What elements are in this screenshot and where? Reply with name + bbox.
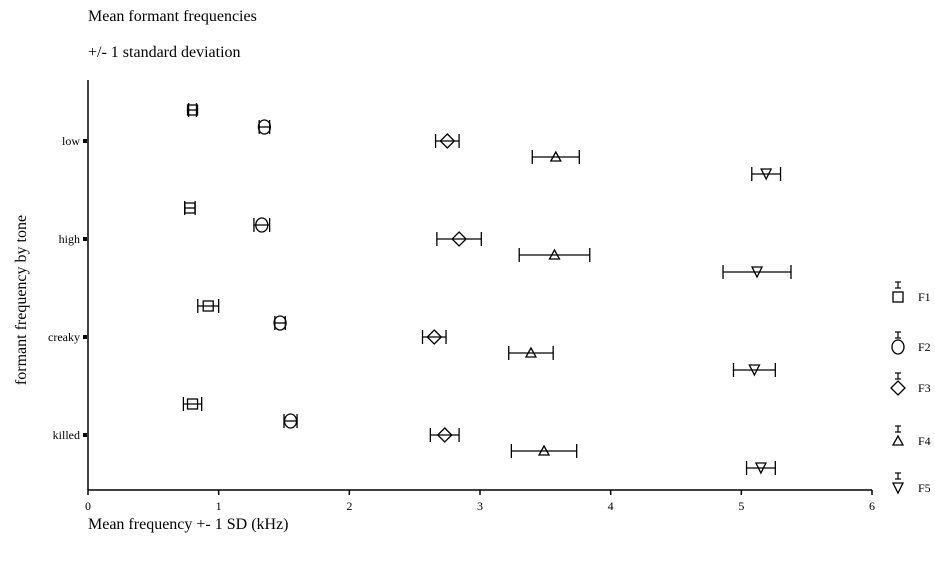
point-F5-killed bbox=[754, 462, 767, 475]
y-tick-label-low: low bbox=[62, 134, 80, 148]
point-F4-creaky bbox=[524, 346, 538, 358]
point-F1-high bbox=[184, 202, 196, 214]
point-F5-high bbox=[750, 266, 764, 279]
y-tick-mark bbox=[83, 335, 87, 339]
x-tick-label: 5 bbox=[738, 499, 744, 513]
y-tick-label-high: high bbox=[59, 232, 80, 246]
point-F5-creaky bbox=[748, 364, 761, 377]
y-tick-mark bbox=[83, 237, 87, 241]
chart-title: Mean formant frequencies bbox=[88, 8, 257, 25]
legend-marker-F4 bbox=[891, 434, 905, 446]
point-F1-creaky bbox=[202, 300, 214, 312]
point-F2-creaky bbox=[273, 315, 287, 331]
legend-label-F2: F2 bbox=[918, 340, 931, 354]
legend-label-F4: F4 bbox=[918, 434, 931, 448]
y-tick-mark bbox=[83, 433, 87, 437]
point-F2-low bbox=[257, 119, 272, 135]
legend-label-F1: F1 bbox=[918, 290, 931, 304]
point-F4-high bbox=[548, 248, 561, 260]
y-tick-label-killed: killed bbox=[53, 428, 80, 442]
legend-marker-F1 bbox=[892, 291, 904, 303]
legend-marker-F5 bbox=[891, 482, 905, 495]
point-F4-killed bbox=[537, 444, 551, 456]
x-tick-label: 0 bbox=[85, 499, 91, 513]
x-tick-label: 1 bbox=[216, 499, 222, 513]
point-F1-killed bbox=[186, 398, 199, 410]
x-tick-label: 4 bbox=[608, 499, 614, 513]
y-tick-mark bbox=[83, 139, 87, 143]
x-axis-label: Mean frequency +- 1 SD (kHz) bbox=[88, 516, 289, 533]
point-F3-killed bbox=[436, 427, 453, 443]
point-F3-creaky bbox=[426, 329, 443, 345]
point-F1-low bbox=[186, 104, 199, 116]
legend-label-F5: F5 bbox=[918, 481, 931, 495]
x-tick-label: 6 bbox=[869, 499, 875, 513]
point-F4-low bbox=[549, 150, 562, 162]
point-F2-high bbox=[255, 217, 269, 233]
x-tick-label: 2 bbox=[346, 499, 352, 513]
legend-label-F3: F3 bbox=[918, 381, 931, 395]
chart-subtitle: +/- 1 standard deviation bbox=[88, 44, 241, 61]
point-F3-high bbox=[451, 231, 468, 247]
point-F5-low bbox=[760, 168, 773, 181]
y-tick-label-creaky: creaky bbox=[48, 330, 80, 344]
legend-marker-F2 bbox=[891, 339, 905, 355]
legend-marker-F3 bbox=[890, 380, 906, 396]
point-F3-low bbox=[439, 133, 456, 149]
point-F2-killed bbox=[283, 413, 298, 429]
x-tick-label: 3 bbox=[477, 499, 483, 513]
